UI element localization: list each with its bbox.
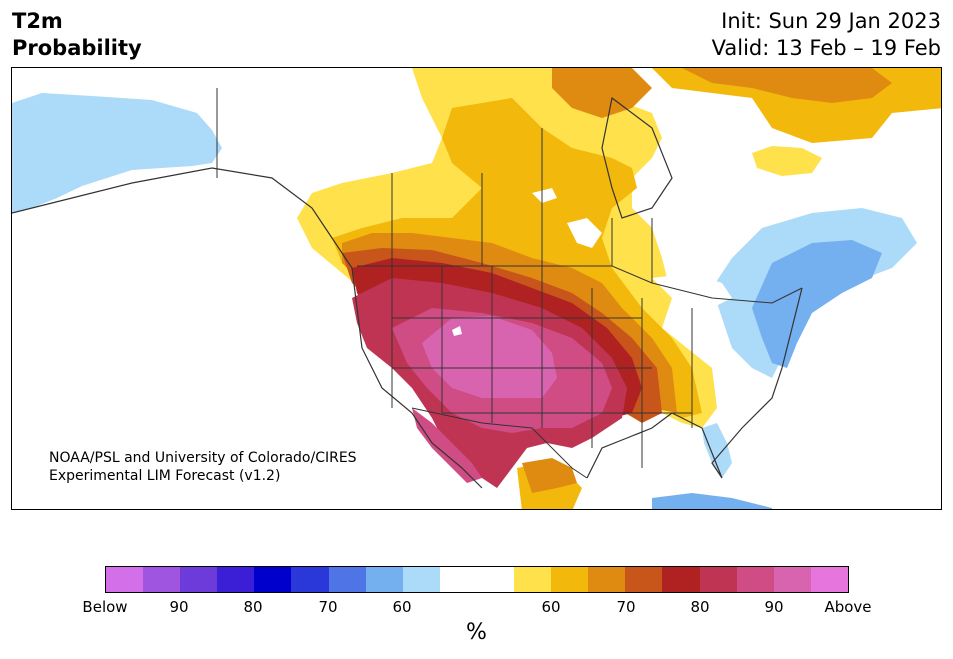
forecast-dates: Init: Sun 29 Jan 2023 Valid: 13 Feb – 19… — [712, 8, 941, 62]
great-slave-lake — [532, 188, 557, 203]
colorbar-swatch — [625, 567, 663, 592]
east-below-70-region — [752, 240, 882, 368]
tick-label: Below — [82, 598, 128, 616]
great-lakes — [652, 273, 732, 308]
colorbar-ticks: Below 90 80 70 60 60 70 80 90 Above — [0, 598, 953, 618]
valid-date: Valid: 13 Feb – 19 Feb — [711, 36, 941, 60]
colorbar-swatch — [143, 567, 181, 592]
tick-label: Above — [824, 598, 872, 616]
us-canada-border — [357, 265, 803, 304]
credit-text: NOAA/PSL and University of Colorado/CIRE… — [49, 449, 357, 485]
colorbar-swatch — [662, 567, 700, 592]
tick-label: 70 — [616, 598, 636, 616]
hudson-bay-coast — [601, 96, 673, 219]
boundaries — [216, 88, 803, 479]
us-state-lines — [391, 266, 693, 468]
tick-label: 60 — [392, 598, 412, 616]
great-salt-lake — [452, 326, 462, 336]
tick-label: 80 — [243, 598, 263, 616]
baja-above-region — [412, 408, 482, 483]
colorbar-unit: % — [466, 620, 487, 645]
lake-winnipeg — [567, 218, 602, 248]
colorbar-swatch — [217, 567, 255, 592]
colorbar-swatch — [291, 567, 329, 592]
colorbar-swatch — [476, 567, 515, 592]
colorbar-swatch — [736, 567, 774, 592]
colorbar-swatch — [180, 567, 218, 592]
us-mexico-border — [411, 407, 588, 479]
tick-label: 90 — [169, 598, 189, 616]
credit-line-2: Experimental LIM Forecast (v1.2) — [49, 468, 281, 484]
variable-label: T2m — [12, 9, 63, 33]
atlantic-coast — [586, 287, 803, 479]
colorbar-swatch — [588, 567, 626, 592]
tick-label: 60 — [541, 598, 561, 616]
init-date: Init: Sun 29 Jan 2023 — [721, 9, 941, 33]
colorbar-swatch — [402, 567, 440, 592]
colorbar-swatch — [699, 567, 737, 592]
colorbar-swatch — [810, 567, 848, 592]
colorbar — [105, 566, 849, 593]
canada-province-lines — [391, 128, 653, 283]
forecast-map — [11, 67, 942, 510]
colorbar-swatch — [551, 567, 589, 592]
pacific-coast — [12, 167, 483, 489]
hudson-bay-above-region — [552, 68, 652, 118]
coastlines — [12, 96, 803, 489]
colorbar-swatch — [439, 567, 477, 592]
map-title: T2m Probability — [12, 8, 142, 62]
colorbar-swatch — [365, 567, 403, 592]
credit-line-1: NOAA/PSL and University of Colorado/CIRE… — [49, 450, 357, 466]
tick-label: 80 — [690, 598, 710, 616]
arctic-above-70-region — [682, 68, 892, 103]
quebec-above-region — [752, 146, 822, 176]
colorbar-swatch — [106, 567, 144, 592]
lakes — [452, 188, 732, 336]
tick-label: 70 — [318, 598, 338, 616]
colorbar-swatch — [514, 567, 552, 592]
alaska-below-region — [12, 93, 222, 213]
subtitle-label: Probability — [12, 36, 142, 60]
cuba-below-region — [652, 493, 772, 509]
colorbar-swatch — [773, 567, 811, 592]
tick-label: 90 — [764, 598, 784, 616]
colorbar-swatch — [254, 567, 292, 592]
above-max-region — [422, 316, 557, 398]
mexico-above-70-region — [522, 458, 577, 493]
florida-below-region — [702, 423, 732, 478]
colorbar-swatch — [328, 567, 366, 592]
